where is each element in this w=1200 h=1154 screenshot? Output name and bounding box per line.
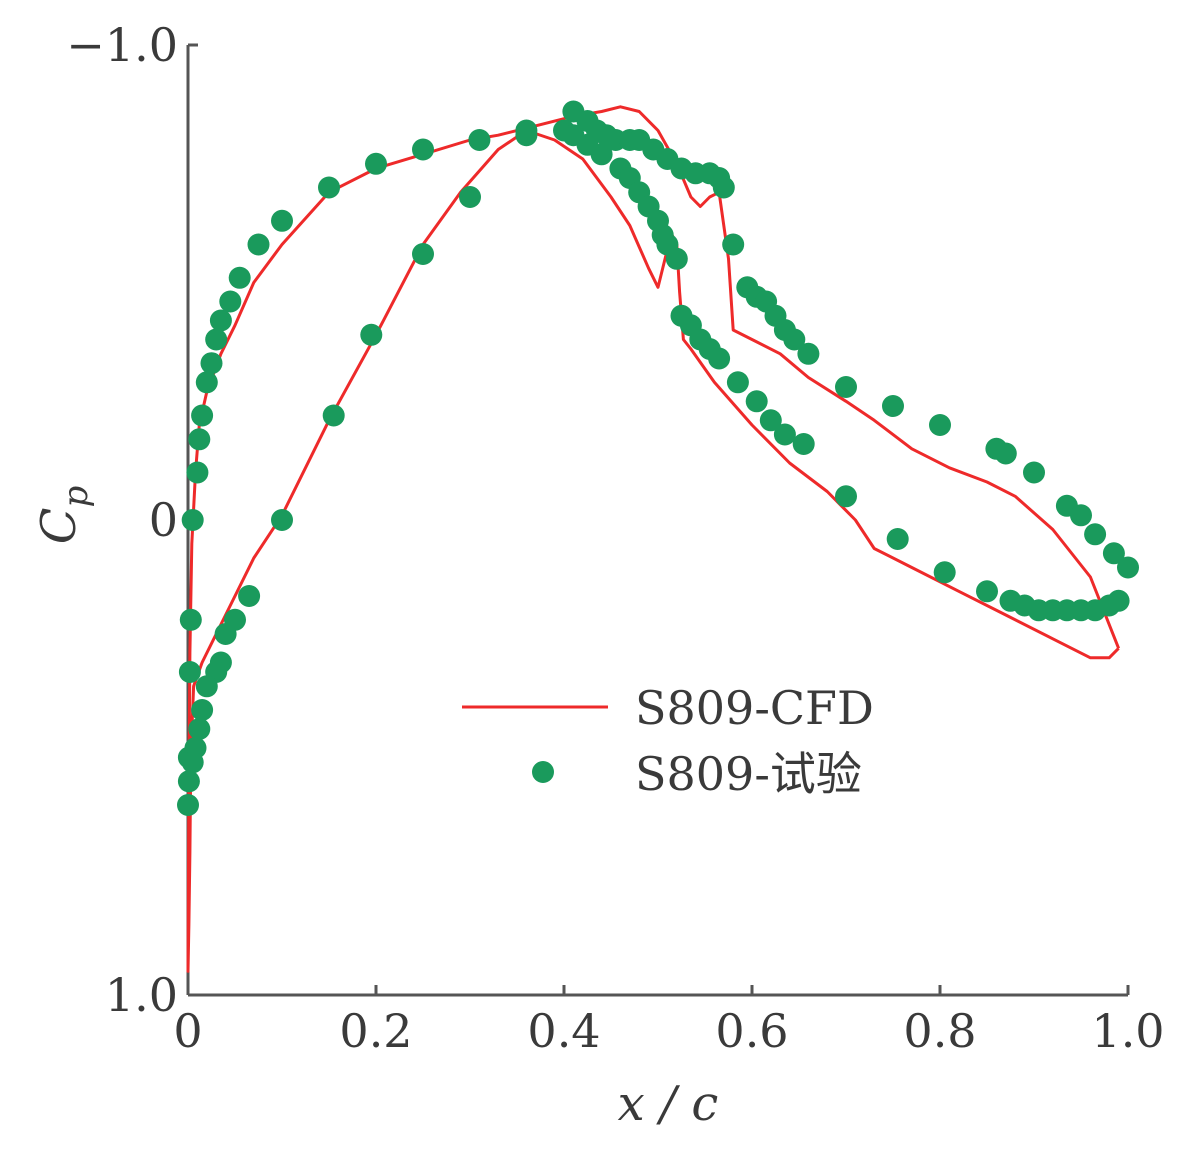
experiment-point [835, 376, 857, 398]
y-tick-label: −1.0 [66, 18, 178, 72]
experiment-point [271, 209, 293, 232]
x-tick-label: 0.2 [339, 1004, 412, 1058]
experiment-point [994, 442, 1017, 465]
experiment-point [177, 770, 200, 793]
experiment-point [745, 390, 768, 413]
experiment-point [515, 119, 538, 142]
experiment-point [195, 675, 218, 698]
experiment-point [459, 186, 481, 208]
experiment-point [886, 528, 909, 550]
y-axis-label-sub: p [56, 486, 96, 508]
experiment-point [412, 243, 434, 265]
axes: 0 0.2 0.4 0.6 0.8 1.0−1.001.0 [66, 18, 1164, 1058]
experiment-point [247, 233, 270, 256]
experiment-point [318, 176, 340, 199]
experiment-point [933, 561, 956, 584]
y-tick-label: 1.0 [105, 968, 178, 1022]
experiment-point [773, 423, 796, 446]
experiment-point [365, 152, 387, 175]
experiment-point [929, 414, 951, 436]
experiment-point [1107, 589, 1130, 612]
experiment-point [188, 428, 211, 451]
y-axis-label: Cp [31, 486, 96, 545]
x-tick-label: 0 [173, 1004, 202, 1058]
experiment-point [178, 661, 201, 683]
cfd-line [186, 105, 1120, 973]
experiment-point [726, 371, 749, 394]
x-tick-label: 0.6 [715, 1004, 788, 1058]
experiment-point [1084, 523, 1107, 546]
experiment-point [722, 233, 745, 256]
legend-label-experiment: S809-试验 [635, 747, 862, 801]
experiment-point [665, 247, 688, 270]
experiment-point [759, 409, 782, 432]
experiment-point [1023, 461, 1045, 484]
experiment-point [322, 404, 345, 427]
experiment-point [177, 794, 199, 816]
experiment-point [191, 404, 214, 427]
experiment-point [181, 751, 204, 774]
experiment-point [209, 309, 232, 332]
experiment-point [712, 176, 735, 199]
experiment-point [205, 328, 228, 351]
y-tick-label: 0 [149, 493, 178, 547]
experiment-point [214, 623, 237, 645]
experiment-point [1102, 542, 1125, 565]
experiment-point [195, 371, 218, 394]
legend-marker-experiment [532, 761, 554, 783]
experiment-point [1070, 504, 1092, 527]
experiment-point [1117, 556, 1139, 579]
legend-label-cfd: S809-CFD [635, 681, 874, 735]
y-axis-label-main: C [31, 508, 87, 545]
experiment-point [228, 266, 251, 289]
experiment-point [360, 323, 383, 346]
experiment-point [271, 509, 293, 531]
x-axis-label: x / c [618, 1076, 719, 1132]
experiment-point [976, 580, 998, 603]
experiment-point [882, 395, 904, 417]
experiment-point [191, 699, 214, 721]
experiment-point [188, 718, 211, 740]
series-layer [177, 100, 1139, 973]
experiment-point [783, 328, 806, 351]
experiment-point [708, 347, 731, 370]
experiment-point [590, 143, 613, 166]
experiment-point [792, 433, 815, 455]
experiment-point [219, 290, 242, 313]
legend: S809-CFD S809-试验 [462, 681, 874, 801]
experiment-point [181, 509, 204, 531]
experiment-point [835, 485, 857, 508]
x-tick-label: 0.4 [527, 1004, 600, 1058]
experiment-point [186, 461, 209, 484]
experiment-point [468, 129, 491, 151]
x-tick-label: 0.8 [903, 1004, 976, 1058]
experiment-point [200, 352, 223, 375]
experiment-point [179, 608, 202, 631]
experiment-point [238, 585, 261, 607]
x-tick-label: 1.0 [1091, 1004, 1164, 1058]
experiment-point [412, 138, 434, 161]
experiment-point [797, 342, 820, 365]
